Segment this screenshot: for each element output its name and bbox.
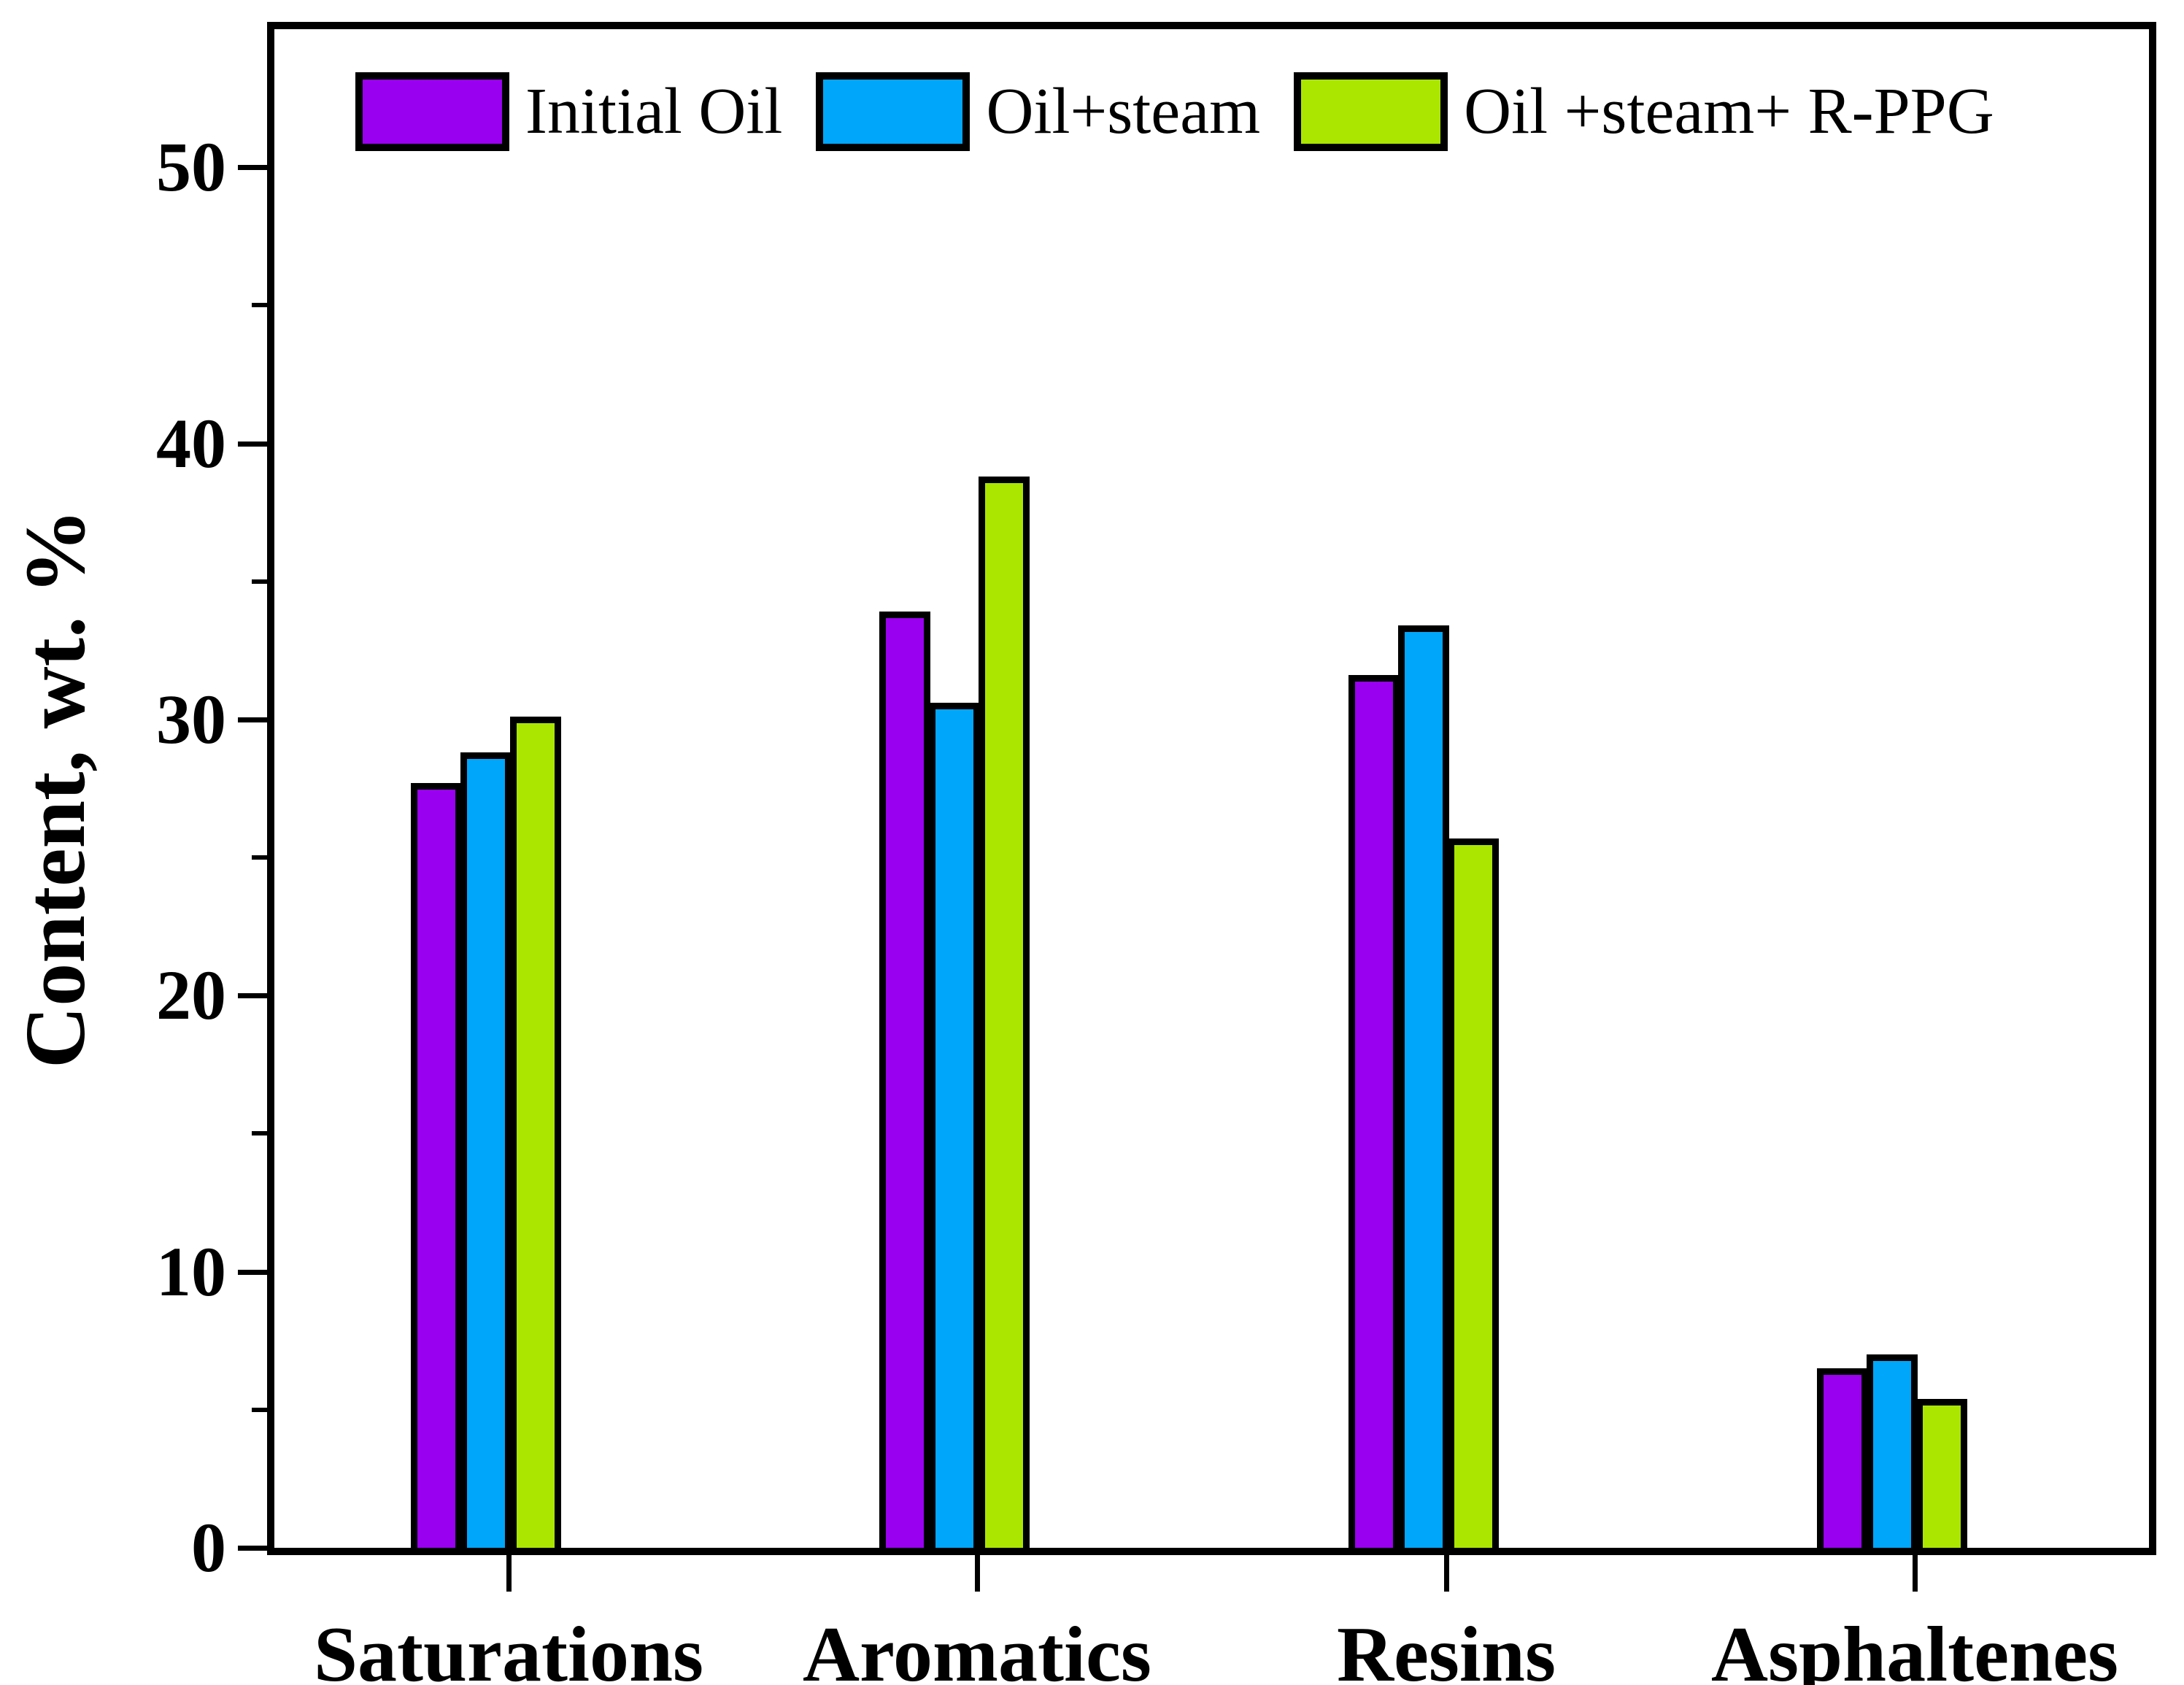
bar-oil-steam-aromatics: [929, 703, 981, 1548]
y-major-tick: [238, 1546, 267, 1551]
y-major-tick: [238, 993, 267, 998]
bar-oil-steam-r-ppg-saturations: [510, 717, 562, 1548]
y-major-tick: [238, 442, 267, 447]
legend-item-0: Initial Oil: [355, 72, 782, 151]
x-category-label-saturations: Saturations: [313, 1611, 704, 1685]
y-minor-tick: [252, 579, 267, 584]
y-minor-tick: [252, 855, 267, 860]
bar-oil-steam-resins: [1397, 625, 1449, 1548]
bar-initial-oil-resins: [1348, 675, 1400, 1548]
legend-swatch-icon: [355, 72, 509, 151]
bar-oil-steam-r-ppg-resins: [1447, 838, 1499, 1548]
legend-item-1: Oil+steam: [816, 72, 1260, 151]
bars-layer: [274, 29, 2149, 1548]
bar-oil-steam-r-ppg-asphaltenes: [1915, 1399, 1967, 1548]
legend-swatch-icon: [1294, 72, 1448, 151]
y-major-tick: [238, 165, 267, 170]
y-tick-label: 30: [156, 680, 226, 758]
y-tick-label: 10: [156, 1233, 226, 1311]
legend-swatch-icon: [816, 72, 971, 151]
y-tick-label: 50: [156, 128, 226, 206]
legend-label: Oil+steam: [986, 75, 1261, 147]
y-minor-tick: [252, 303, 267, 307]
y-minor-tick: [252, 1408, 267, 1412]
y-tick-label: 40: [156, 404, 226, 482]
legend-item-2: Oil +steam+ R-PPG: [1294, 72, 1994, 151]
y-major-tick: [238, 717, 267, 722]
y-tick-label: 0: [191, 1508, 226, 1586]
x-category-label-asphaltenes: Asphaltenes: [1710, 1611, 2119, 1685]
x-category-tick: [975, 1555, 980, 1592]
y-major-tick: [238, 1270, 267, 1275]
legend-label: Initial Oil: [525, 75, 783, 147]
x-category-tick: [1444, 1555, 1449, 1592]
legend: Initial Oil Oil+steam Oil +steam+ R-PPG: [355, 72, 1994, 151]
x-category-label-aromatics: Aromatics: [803, 1611, 1151, 1685]
bar-initial-oil-aromatics: [879, 612, 931, 1548]
x-category-tick: [506, 1555, 512, 1592]
bar-oil-steam-saturations: [460, 752, 512, 1548]
bar-initial-oil-asphaltenes: [1816, 1368, 1868, 1548]
y-minor-tick: [252, 1131, 267, 1135]
bar-initial-oil-saturations: [411, 783, 463, 1548]
x-category-tick: [1913, 1555, 1918, 1592]
plot-area: Initial Oil Oil+steam Oil +steam+ R-PPG: [267, 22, 2156, 1555]
bar-oil-steam-r-ppg-aromatics: [979, 477, 1030, 1548]
x-category-label-resins: Resins: [1336, 1611, 1556, 1685]
legend-label: Oil +steam+ R-PPG: [1464, 75, 1994, 147]
y-axis-title: Content, wt. %: [7, 509, 103, 1068]
bar-oil-steam-asphaltenes: [1866, 1354, 1918, 1548]
y-tick-label: 20: [156, 956, 226, 1034]
